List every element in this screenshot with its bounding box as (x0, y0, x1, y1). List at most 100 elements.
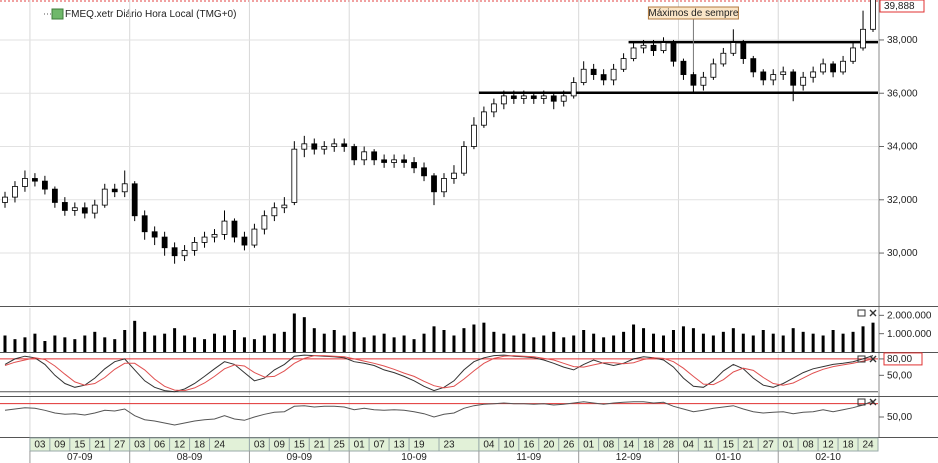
volume-bar (242, 337, 246, 352)
candle-body (560, 95, 567, 102)
volume-bar (542, 335, 546, 352)
candle-body (361, 151, 368, 161)
candle-body (810, 71, 817, 78)
legend-text: FMEQ.xetr Diário Hora Local (TMG+0) (65, 9, 236, 20)
x-tick-label: 01 (783, 440, 795, 451)
volume-bar (532, 337, 536, 352)
x-tick-label: 23 (443, 440, 455, 451)
annotation-text: Máximos de sempre (648, 8, 738, 19)
x-tick-label: 08 (603, 440, 615, 451)
day-cell (857, 437, 879, 452)
volume-bar (522, 333, 526, 352)
candle-body (241, 236, 248, 246)
y-tick-label: 50,00 (887, 370, 912, 381)
x-tick-label: 15 (74, 440, 86, 451)
candle-body (530, 95, 537, 99)
candle-body (850, 47, 856, 62)
volume-bar (193, 337, 197, 352)
candle-body (281, 204, 288, 209)
volume-bar (751, 335, 755, 352)
x-tick-label: 03 (34, 440, 46, 451)
x-tick-label: 12 (174, 440, 186, 451)
candle-body (710, 63, 717, 78)
volume-bar (731, 328, 735, 352)
x-tick-label: 04 (483, 440, 495, 451)
volume-bar (671, 330, 675, 352)
candle-body (211, 234, 218, 238)
volume-bar (771, 333, 775, 352)
x-tick-label: 01 (583, 440, 595, 451)
candle-body (231, 220, 238, 238)
candle-body (291, 148, 298, 203)
main-plot (0, 0, 878, 305)
x-tick-label: 21 (314, 440, 326, 451)
volume-bar (442, 330, 446, 352)
volume-bar (113, 339, 117, 352)
candle-body (660, 42, 667, 52)
x-tick-label: 15 (723, 440, 735, 451)
indicator-line (4, 354, 874, 393)
candle-body (41, 180, 48, 190)
volume-bar (831, 330, 835, 352)
volume-bar (721, 331, 725, 352)
volume-bar (382, 333, 386, 352)
candle-body (22, 178, 28, 187)
x-tick-label: 27 (114, 440, 126, 451)
candle-body (640, 44, 647, 49)
panel-close-icon (869, 398, 877, 406)
volume-bar (73, 339, 77, 352)
volume-bar (691, 328, 695, 352)
volume-bar (362, 337, 366, 352)
volume-bar (163, 333, 167, 352)
volume-bar (761, 330, 765, 352)
x-tick-label: 26 (563, 440, 575, 451)
volume-bar (552, 331, 556, 352)
x-tick-label: 13 (394, 440, 406, 451)
candle-body (670, 42, 677, 62)
x-tick-label: 09 (54, 440, 66, 451)
volume-bar (252, 339, 256, 352)
candle-body (401, 159, 407, 163)
candle-body (451, 172, 457, 179)
volume-bar (352, 331, 356, 352)
x-tick-label: 11 (703, 440, 714, 451)
month-label: 01-10 (716, 452, 742, 463)
candle-body (800, 76, 807, 86)
x-tick-label: 09 (274, 440, 286, 451)
x-tick-label: 01 (354, 440, 366, 451)
volume-bar (412, 339, 416, 352)
volume-bar (312, 328, 316, 352)
volume-bar (342, 335, 346, 352)
x-tick-label: 12 (823, 440, 835, 451)
candle-body (201, 236, 208, 243)
candle-body (381, 159, 388, 163)
candle-body (570, 82, 577, 97)
candle-body (61, 202, 68, 211)
candle-body (261, 215, 268, 230)
x-tick-label: 20 (543, 440, 555, 451)
volume-bar (791, 328, 795, 352)
x-tick-label: 24 (862, 440, 874, 451)
volume-bar (821, 335, 825, 352)
candle-body (371, 151, 378, 161)
month-label: 11-09 (516, 452, 541, 463)
candle-body (510, 95, 517, 99)
volume-bar (153, 335, 157, 352)
candle-body (301, 143, 308, 150)
volume-bar (661, 335, 665, 352)
volume-bar (63, 337, 67, 352)
volume-bar (272, 333, 276, 352)
candle-body (151, 231, 158, 238)
candle-body (480, 111, 487, 126)
volume-bar (472, 324, 476, 352)
candle-body (221, 220, 228, 235)
x-tick-label: 03 (254, 440, 266, 451)
volume-bar (562, 337, 566, 352)
candle-body (71, 207, 78, 211)
volume-bar (811, 333, 815, 352)
candle-body (700, 76, 707, 86)
candle-body (131, 183, 138, 217)
candle-body (311, 143, 318, 150)
candle-body (840, 60, 846, 73)
